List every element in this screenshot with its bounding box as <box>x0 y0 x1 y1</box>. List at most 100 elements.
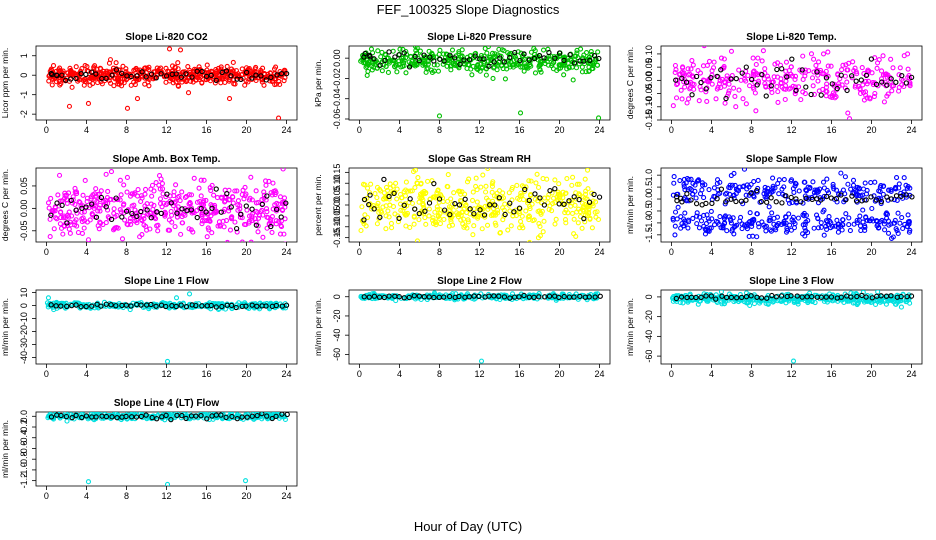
data-point <box>882 227 888 233</box>
data-point <box>903 80 909 86</box>
data-point <box>794 293 800 299</box>
data-point <box>788 194 794 201</box>
data-point <box>483 66 489 72</box>
y-tick-label: -0.10 <box>644 97 654 118</box>
data-point <box>211 192 217 198</box>
data-point <box>99 81 105 87</box>
data-point <box>748 190 754 196</box>
outlier-point <box>177 47 184 53</box>
data-point <box>253 200 259 206</box>
data-point <box>823 294 829 300</box>
data-point <box>586 211 592 217</box>
data-point <box>678 195 684 201</box>
data-point <box>851 68 857 74</box>
data-point <box>434 62 440 68</box>
y-tick-label: -0.15 <box>644 110 654 131</box>
y-tick-label: -0.02 <box>332 68 342 89</box>
data-point <box>811 225 817 231</box>
data-point <box>164 191 170 197</box>
data-point <box>193 302 199 309</box>
y-tick-label: -10 <box>19 312 29 325</box>
data-point <box>571 294 577 300</box>
data-point <box>96 205 102 211</box>
data-point <box>138 198 144 205</box>
data-point <box>460 209 466 215</box>
outlier-point <box>449 47 456 53</box>
data-point <box>495 207 501 213</box>
data-point <box>790 83 796 89</box>
data-point <box>684 100 690 106</box>
data-point <box>431 294 437 301</box>
data-point <box>561 201 567 207</box>
data-point <box>868 56 875 62</box>
data-point <box>68 76 74 82</box>
data-point <box>142 186 149 193</box>
data-point <box>268 190 274 196</box>
data-point <box>721 64 727 70</box>
data-point <box>458 293 465 300</box>
y-tick-label: 0.15 <box>332 164 342 182</box>
figure-title: FEF_100325 Slope Diagnostics <box>377 2 560 17</box>
data-point <box>675 204 681 210</box>
data-point <box>706 218 712 224</box>
data-point <box>374 195 380 201</box>
data-point <box>209 230 215 236</box>
data-point <box>426 48 432 54</box>
data-point <box>199 218 205 224</box>
y-axis-label: Licor ppm per min. <box>0 48 10 118</box>
data-point <box>58 412 64 419</box>
data-point <box>132 207 138 213</box>
x-tick-label: 20 <box>555 247 565 257</box>
outlier-point <box>85 479 92 485</box>
data-point <box>541 202 548 208</box>
data-point <box>361 196 368 203</box>
data-point <box>893 79 899 85</box>
data-point <box>888 76 894 82</box>
data-point <box>489 50 496 56</box>
data-point <box>415 175 421 181</box>
data-point <box>497 55 503 61</box>
data-point <box>731 85 737 91</box>
data-point <box>808 91 814 98</box>
data-point <box>893 193 900 199</box>
data-point <box>221 244 225 248</box>
data-point <box>209 205 215 211</box>
data-point <box>228 215 234 221</box>
data-point <box>188 192 195 198</box>
data-point <box>723 294 730 301</box>
outlier-point <box>186 291 193 297</box>
data-point <box>151 215 158 221</box>
data-point <box>673 77 679 83</box>
data-point <box>793 196 799 202</box>
outlier-point <box>134 96 141 102</box>
data-point <box>779 200 785 206</box>
x-tick-label: 20 <box>555 369 565 379</box>
data-point <box>167 78 173 84</box>
data-point <box>733 222 740 228</box>
data-point <box>862 180 868 186</box>
data-point <box>201 413 207 419</box>
data-point <box>768 83 774 89</box>
data-point <box>536 52 543 59</box>
data-point <box>738 198 744 204</box>
data-point <box>680 300 686 306</box>
data-point <box>76 71 82 77</box>
data-point <box>139 231 145 238</box>
data-point <box>253 219 259 225</box>
data-point <box>798 199 804 205</box>
data-point <box>743 294 750 300</box>
data-point <box>526 197 532 204</box>
data-point <box>879 217 885 224</box>
x-tick-label: 16 <box>827 369 837 379</box>
data-point <box>82 77 88 83</box>
data-point <box>218 64 224 70</box>
data-point <box>537 195 543 201</box>
data-point <box>231 81 237 87</box>
panel-title: Slope Li-820 Pressure <box>427 32 532 43</box>
data-point <box>678 294 685 300</box>
data-point <box>526 217 532 223</box>
data-point <box>280 168 286 172</box>
data-point <box>747 218 753 225</box>
data-point <box>111 210 117 216</box>
